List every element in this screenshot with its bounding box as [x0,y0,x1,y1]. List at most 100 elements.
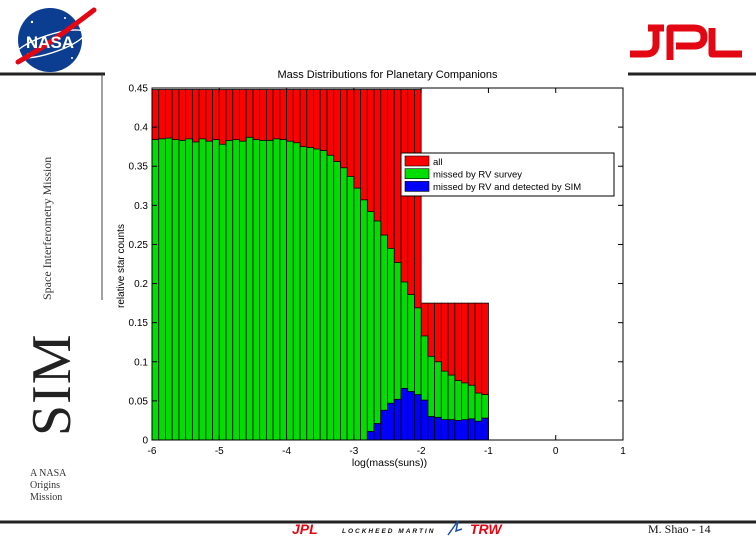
bar-detected-sim [373,423,382,441]
x-tick-label: 1 [620,446,626,457]
bar-missed-rv [218,143,227,441]
y-tick-label: 0.05 [129,396,149,407]
bar-missed-rv [252,139,261,441]
bar-missed-rv [272,138,281,441]
bar-detected-sim [407,391,415,441]
bar-missed-rv [212,139,220,441]
bar-missed-rv [299,146,308,441]
bar-missed-rv [171,139,180,441]
bar-missed-rv [366,211,375,441]
bar-missed-rv [151,139,160,441]
footer-lockheed-logo: LOCKHEED MARTIN [342,528,435,535]
bar-missed-rv [292,142,301,441]
footer-jpl-logo: JPL [292,521,318,537]
legend-swatch [404,155,430,167]
bar-missed-rv [313,148,321,441]
nasa-logo-text: NASA [26,33,74,52]
page-number: M. Shao - 14 [648,522,711,536]
x-tick-label: -4 [282,446,291,457]
bar-missed-rv [360,199,368,441]
legend-label: all [433,157,443,168]
bar-detected-sim [467,418,476,441]
bar-missed-rv [339,167,348,441]
bar-detected-sim [461,419,469,441]
x-tick-label: -5 [215,446,224,457]
plot-frame-border [151,87,624,441]
bar-detected-sim [434,416,442,441]
y-tick-label: 0.4 [134,123,148,134]
origins-label: A NASA Origins Mission [30,468,90,504]
y-tick-label: 0 [142,436,148,447]
jpl-logo-text: JPL [685,61,687,63]
bar-missed-rv [326,154,335,441]
x-axis-label: log(mass(suns)) [352,457,427,469]
legend-label: missed by RV and detected by SIM [433,182,581,193]
y-tick-label: 0.45 [129,84,149,95]
bar-detected-sim [454,420,462,441]
y-tick-label: 0.15 [129,318,149,329]
bar-detected-sim [420,399,429,441]
legend-swatch [404,168,430,179]
bar-missed-rv [319,150,328,441]
bar-missed-rv [232,139,240,441]
bar-missed-rv [165,137,173,441]
bar-detected-sim [474,420,483,441]
bar-missed-rv [178,140,187,441]
bar-missed-rv [373,220,382,441]
bar-missed-rv [239,140,247,441]
bar-missed-rv [245,136,254,441]
bar-detected-sim [440,419,449,441]
legend-label: missed by RV survey [433,170,522,181]
x-tick-label: 0 [553,446,559,457]
sim-label: SIM [21,333,83,436]
bar-detected-sim [366,430,375,441]
bar-detected-sim [387,402,395,441]
bar-detected-sim [393,398,402,441]
bar-detected-sim [481,417,489,441]
origins-line-1: A NASA [30,468,67,479]
bar-detected-sim [380,409,388,441]
bar-detected-sim [414,394,422,441]
x-tick-label: -3 [349,446,358,457]
bar-missed-rv [346,175,355,441]
chart-title: Mass Distributions for Planetary Compani… [277,69,498,81]
y-tick-label: 0.35 [129,162,149,173]
y-tick-label: 0.2 [134,279,148,290]
mission-label: Space Interferometry Mission [40,156,54,300]
plot-area: -6 -5 -4 -3 -2 -1 0 1 0 0.05 0.1 0.15 0.2 0.25 0.3 0.35… [116,69,626,469]
legend-swatch [404,181,430,192]
bar-detected-sim [427,416,436,441]
y-axis-label: relative star counts [116,224,127,308]
x-tick-label: -6 [148,446,157,457]
bar-missed-rv [265,140,274,441]
bar-missed-rv [205,140,213,441]
legend-box [400,152,615,197]
bar-missed-rv [225,140,234,441]
footer-star-icon [447,520,463,536]
y-tick-label: 0.3 [134,201,148,212]
bar-missed-rv [185,138,193,441]
y-tick-label: 0.25 [129,240,149,251]
bar-missed-rv [380,234,388,441]
x-tick-label: -1 [484,446,493,457]
origins-line-3: Mission [30,492,63,503]
bar-detected-sim [400,387,409,441]
nasa-logo: NASA [14,7,97,72]
y-tick-label: 0.1 [134,357,148,368]
bar-missed-rv [158,138,166,441]
x-tick-label: -2 [417,446,426,457]
footer-trw-logo: TRW [470,521,503,537]
origins-line-2: Origins [30,480,60,491]
bar-missed-rv [279,139,287,441]
bar-missed-rv [286,140,294,441]
bar-missed-rv [191,141,200,441]
bar-missed-rv [259,140,267,441]
jpl-logo: JPL [630,24,742,63]
bar-missed-rv [353,187,361,441]
bar-missed-rv [198,138,207,441]
bar-missed-rv [306,147,314,441]
bar-detected-sim [447,419,456,441]
bar-missed-rv [333,161,341,441]
